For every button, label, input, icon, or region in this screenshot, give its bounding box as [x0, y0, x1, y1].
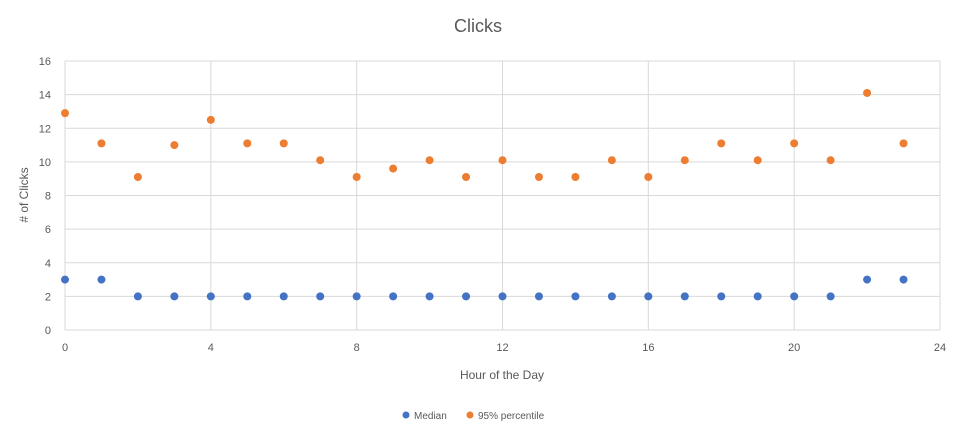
data-point-percentile — [352, 173, 361, 182]
data-point-median — [753, 292, 762, 301]
chart-title: Clicks — [454, 16, 502, 36]
data-point-percentile — [534, 173, 543, 182]
legend-label: Median — [414, 411, 447, 422]
data-point-median — [316, 292, 325, 301]
x-tick-label: 4 — [208, 342, 214, 354]
y-tick-label: 8 — [45, 191, 51, 203]
data-point-percentile — [206, 115, 215, 124]
data-point-percentile — [389, 164, 398, 173]
y-tick-label: 16 — [39, 56, 51, 68]
gridlines — [64, 60, 941, 331]
data-point-median — [243, 292, 252, 301]
data-point-percentile — [863, 88, 872, 97]
data-points — [61, 88, 908, 301]
data-point-median — [498, 292, 507, 301]
data-point-percentile — [279, 139, 288, 148]
data-point-percentile — [753, 156, 762, 165]
data-point-percentile — [243, 139, 252, 148]
legend-marker — [466, 411, 474, 419]
data-point-percentile — [97, 139, 106, 148]
data-point-percentile — [498, 156, 507, 165]
data-point-median — [899, 275, 908, 284]
y-tick-label: 4 — [45, 258, 51, 270]
y-tick-label: 14 — [39, 90, 51, 102]
x-tick-label: 8 — [354, 342, 360, 354]
legend: Median 95% percentile — [402, 411, 545, 422]
data-point-percentile — [170, 141, 179, 150]
data-point-percentile — [717, 139, 726, 148]
data-point-median — [462, 292, 471, 301]
data-point-percentile — [133, 173, 142, 182]
data-point-median — [790, 292, 799, 301]
data-point-percentile — [826, 156, 835, 165]
data-point-median — [680, 292, 689, 301]
data-point-percentile — [571, 173, 580, 182]
legend-marker — [402, 411, 410, 419]
data-point-percentile — [899, 139, 908, 148]
x-axis-label: Hour of the Day — [460, 368, 544, 382]
y-axis-label: # of Clicks — [17, 167, 31, 222]
data-point-median — [425, 292, 434, 301]
data-point-median — [206, 292, 215, 301]
x-tick-label: 20 — [788, 342, 800, 354]
data-point-median — [863, 275, 872, 284]
data-point-median — [534, 292, 543, 301]
data-point-percentile — [61, 109, 69, 118]
y-tick-label: 2 — [45, 291, 51, 303]
data-point-percentile — [680, 156, 689, 165]
data-point-median — [279, 292, 288, 301]
data-point-median — [352, 292, 361, 301]
data-point-median — [133, 292, 142, 301]
data-point-median — [644, 292, 653, 301]
data-point-median — [97, 275, 106, 284]
x-tick-label: 12 — [496, 342, 508, 354]
x-tick-label: 0 — [62, 342, 68, 354]
data-point-median — [170, 292, 179, 301]
data-point-median — [826, 292, 835, 301]
data-point-median — [61, 275, 69, 284]
legend-label: 95% percentile — [478, 411, 545, 422]
data-point-median — [571, 292, 580, 301]
data-point-percentile — [316, 156, 325, 165]
y-tick-label: 10 — [39, 157, 51, 169]
y-tick-label: 6 — [45, 224, 51, 236]
data-point-median — [389, 292, 398, 301]
y-tick-label: 0 — [45, 325, 51, 337]
data-point-percentile — [462, 173, 471, 182]
data-point-percentile — [790, 139, 799, 148]
x-tick-label: 16 — [642, 342, 654, 354]
data-point-percentile — [644, 173, 653, 182]
data-point-percentile — [607, 156, 616, 165]
data-point-percentile — [425, 156, 434, 165]
y-tick-label: 12 — [39, 123, 51, 135]
data-point-median — [717, 292, 726, 301]
data-point-median — [607, 292, 616, 301]
x-tick-label: 24 — [934, 342, 946, 354]
